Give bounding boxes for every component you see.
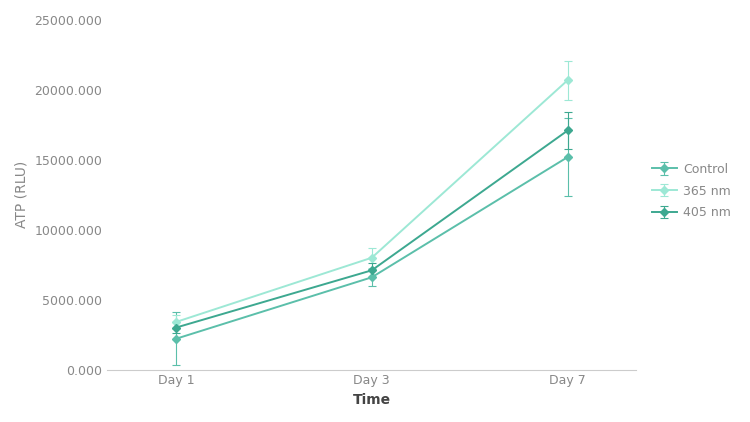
Y-axis label: ATP (RLU): ATP (RLU) [15, 161, 29, 228]
Legend: Control, 365 nm, 405 nm: Control, 365 nm, 405 nm [648, 159, 734, 223]
X-axis label: Time: Time [352, 393, 391, 407]
